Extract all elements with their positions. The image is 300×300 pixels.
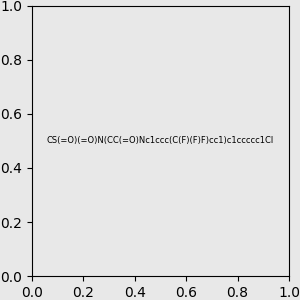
Text: CS(=O)(=O)N(CC(=O)Nc1ccc(C(F)(F)F)cc1)c1ccccc1Cl: CS(=O)(=O)N(CC(=O)Nc1ccc(C(F)(F)F)cc1)c1…	[47, 136, 274, 146]
